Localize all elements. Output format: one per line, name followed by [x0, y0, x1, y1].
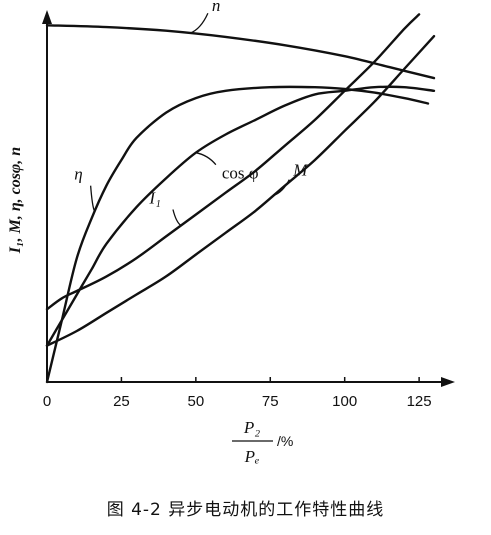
power-factor-curve	[45, 85, 436, 347]
efficiency-curve	[45, 85, 430, 384]
current-curve	[45, 13, 421, 311]
x-label-denominator: Pₑ	[244, 447, 260, 466]
x-axis-arrow	[441, 377, 455, 387]
efficiency-leader-line	[89, 185, 96, 212]
torque-label: M	[292, 161, 308, 180]
curves	[45, 13, 436, 384]
x-tick-label: 50	[188, 393, 205, 410]
speed-label: n	[212, 0, 221, 15]
x-ticks: 0 25 50 75 100 125	[43, 377, 432, 410]
x-axis-label: P₂ Pₑ /%	[232, 418, 293, 466]
curve-labels: n η cos φ I₁ M	[74, 0, 308, 227]
current-leader-line	[172, 209, 182, 227]
chart-svg: 0 25 50 75 100 125 n η cos φ I₁ M I₁, M, η, cosφ,…	[7, 0, 455, 466]
speed-leader-line	[189, 12, 209, 34]
x-tick-label: 25	[113, 393, 130, 410]
y-axis-label: I₁, M, η, cosφ, n	[7, 147, 24, 255]
x-label-unit: /%	[277, 433, 293, 449]
x-label-numerator: P₂	[243, 418, 260, 437]
x-tick-label: 100	[332, 393, 357, 410]
torque-curve	[45, 35, 436, 347]
x-tick-label: 125	[407, 393, 432, 410]
axes	[42, 10, 455, 387]
x-tick-label: 0	[43, 393, 51, 410]
y-axis-arrow	[42, 10, 52, 24]
current-label: I₁	[148, 188, 161, 207]
efficiency-label: η	[74, 165, 82, 184]
speed-curve	[45, 24, 436, 80]
figure-caption: 图 4-2 异步电动机的工作特性曲线	[106, 500, 385, 520]
power-factor-leader-line	[195, 152, 217, 166]
power-factor-label: cos φ	[222, 164, 259, 183]
x-tick-label: 75	[262, 393, 279, 410]
torque-leader-line	[273, 179, 290, 197]
